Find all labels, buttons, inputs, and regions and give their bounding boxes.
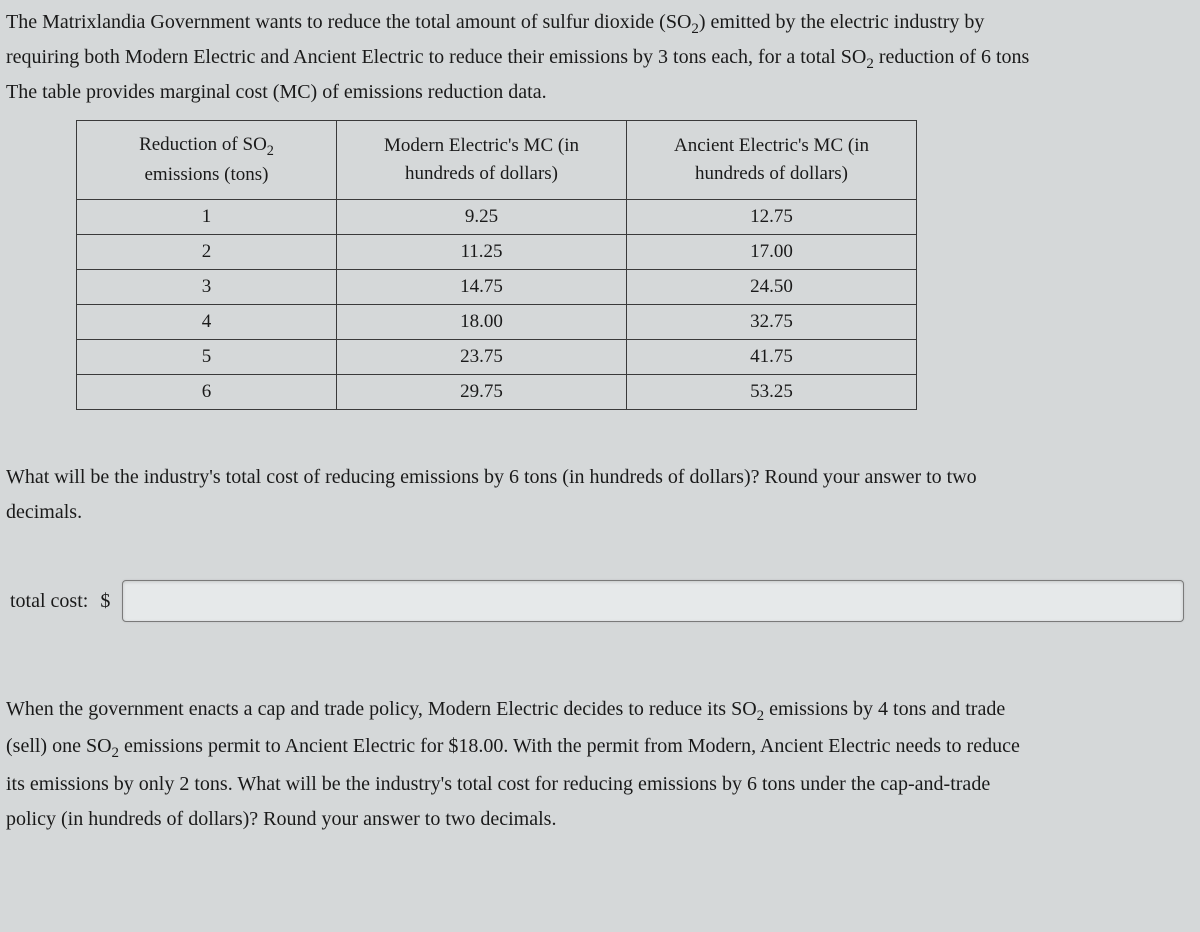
cell-modern: 29.75: [337, 375, 627, 410]
mc-table: Reduction of SO2 emissions (tons) Modern…: [76, 120, 917, 410]
question-container: The Matrixlandia Government wants to red…: [0, 0, 1200, 847]
followup-l4: policy (in hundreds of dollars)? Round y…: [6, 808, 556, 830]
cell-reduction: 4: [77, 305, 337, 340]
table-row: 1 9.25 12.75: [77, 200, 917, 235]
cell-modern: 14.75: [337, 270, 627, 305]
intro-paragraph: The Matrixlandia Government wants to red…: [6, 6, 1190, 108]
mc-table-wrap: Reduction of SO2 emissions (tons) Modern…: [76, 120, 1190, 410]
intro-line3: The table provides marginal cost (MC) of…: [6, 81, 547, 103]
cell-reduction: 2: [77, 235, 337, 270]
followup-l2b: emissions permit to Ancient Electric for…: [119, 735, 1020, 757]
followup-paragraph: When the government enacts a cap and tra…: [6, 692, 1190, 837]
cell-reduction: 1: [77, 200, 337, 235]
sub-2: 2: [866, 56, 874, 72]
cell-modern: 11.25: [337, 235, 627, 270]
followup-l2a: (sell) one SO: [6, 735, 112, 757]
cell-ancient: 17.00: [627, 235, 917, 270]
total-cost-input[interactable]: [122, 580, 1184, 622]
question-line2: decimals.: [6, 501, 82, 523]
header-ancient-mc: Ancient Electric's MC (in hundreds of do…: [627, 121, 917, 200]
cell-modern: 23.75: [337, 340, 627, 375]
currency-symbol: $: [100, 590, 110, 613]
sub-2: 2: [112, 745, 120, 761]
cell-ancient: 32.75: [627, 305, 917, 340]
intro-line2b: reduction of 6 tons: [874, 46, 1030, 68]
header-modern-mc: Modern Electric's MC (in hundreds of dol…: [337, 121, 627, 200]
cell-reduction: 5: [77, 340, 337, 375]
followup-l3: its emissions by only 2 tons. What will …: [6, 773, 990, 795]
table-row: 4 18.00 32.75: [77, 305, 917, 340]
sub-2: 2: [691, 21, 699, 37]
intro-line2a: requiring both Modern Electric and Ancie…: [6, 46, 866, 68]
cell-modern: 9.25: [337, 200, 627, 235]
intro-line1b: ) emitted by the electric industry by: [699, 11, 984, 33]
table-row: 6 29.75 53.25: [77, 375, 917, 410]
cell-reduction: 6: [77, 375, 337, 410]
table-row: 3 14.75 24.50: [77, 270, 917, 305]
question-paragraph: What will be the industry's total cost o…: [6, 460, 1190, 530]
cell-reduction: 3: [77, 270, 337, 305]
cell-ancient: 12.75: [627, 200, 917, 235]
cell-ancient: 41.75: [627, 340, 917, 375]
total-cost-label: total cost:: [10, 590, 88, 613]
followup-l1a: When the government enacts a cap and tra…: [6, 698, 757, 720]
table-row: 5 23.75 41.75: [77, 340, 917, 375]
cell-ancient: 53.25: [627, 375, 917, 410]
cell-ancient: 24.50: [627, 270, 917, 305]
followup-l1b: emissions by 4 tons and trade: [764, 698, 1005, 720]
answer-row: total cost: $: [6, 580, 1190, 622]
header-reduction: Reduction of SO2 emissions (tons): [77, 121, 337, 200]
intro-line1a: The Matrixlandia Government wants to red…: [6, 11, 691, 33]
table-row: 2 11.25 17.00: [77, 235, 917, 270]
question-line1: What will be the industry's total cost o…: [6, 466, 977, 488]
table-header-row: Reduction of SO2 emissions (tons) Modern…: [77, 121, 917, 200]
cell-modern: 18.00: [337, 305, 627, 340]
